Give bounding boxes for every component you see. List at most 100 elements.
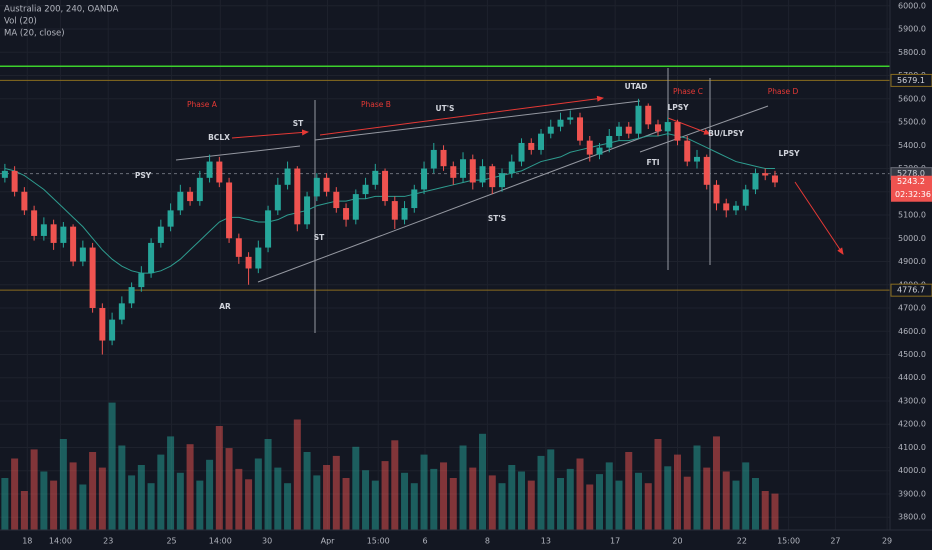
candle-body — [421, 168, 428, 190]
volume-bar — [118, 445, 126, 530]
annotation: FTI — [646, 158, 659, 167]
volume-bar — [625, 452, 633, 530]
volume-bar — [605, 462, 613, 530]
volume-bar — [751, 478, 759, 530]
candle-body — [577, 117, 584, 141]
y-tick-label: 4300.0 — [898, 396, 926, 405]
volume-bar — [40, 471, 48, 530]
volume-bar — [703, 467, 711, 530]
volume-bar — [391, 440, 399, 530]
volume-bar — [537, 455, 545, 530]
arrow — [794, 181, 844, 255]
candle-body — [313, 177, 320, 197]
volume-bar — [274, 467, 282, 530]
candle-body — [732, 205, 739, 211]
candle-body — [528, 142, 535, 150]
x-tick-label: 14:00 — [49, 537, 72, 546]
volume-bar — [527, 480, 535, 530]
volume-bar — [449, 478, 457, 530]
candle-body — [31, 210, 38, 236]
candle-body — [586, 140, 593, 155]
candle-body — [99, 308, 106, 341]
indicator: MA (20, close) — [4, 29, 65, 39]
x-tick-label: 13 — [541, 537, 551, 546]
candle-body — [674, 122, 681, 141]
candle-body — [255, 247, 262, 269]
volume-bar — [293, 419, 301, 530]
y-tick-label: 5800.0 — [898, 48, 926, 57]
volume-bar — [586, 484, 594, 530]
candle-body — [654, 124, 661, 132]
y-tick-label: 4200.0 — [898, 420, 926, 429]
candle-body — [245, 256, 252, 269]
volume-bar — [284, 483, 292, 530]
candle-body — [606, 135, 613, 148]
volume-bar — [693, 445, 701, 530]
volume-bar — [469, 467, 477, 530]
candle-body — [274, 184, 281, 211]
candle-body — [167, 210, 174, 227]
candle-body — [343, 208, 350, 220]
candle-body — [411, 189, 418, 209]
volume-bar — [352, 446, 360, 530]
volume-bar — [225, 448, 233, 530]
volume-bar — [20, 491, 28, 530]
candle-body — [60, 226, 67, 243]
volume-bar — [576, 458, 584, 530]
candle-body — [645, 105, 652, 125]
volume-bar — [420, 454, 428, 530]
x-tick-label: 23 — [103, 537, 113, 546]
grid — [0, 0, 890, 530]
axes: 3800.0 3900.0 4000.0 4100.0 4200.0 4300.0 4400… — [22, 1, 932, 546]
candle-body — [372, 170, 379, 185]
x-tick-label: 22 — [737, 537, 747, 546]
volume-bar — [673, 454, 681, 530]
candle-body — [333, 191, 340, 209]
volume-bar — [323, 465, 331, 530]
x-tick-label: 29 — [882, 537, 892, 546]
candle-body — [294, 168, 301, 225]
candle-body — [771, 175, 778, 183]
y-tick-label: 4100.0 — [898, 443, 926, 452]
candle-body — [391, 201, 398, 220]
volume-bar — [654, 439, 662, 530]
candle-body — [11, 170, 18, 192]
candle-body — [460, 159, 467, 178]
volume-bar — [557, 478, 565, 530]
volume-bar — [50, 480, 58, 530]
x-tick-label: 15:00 — [367, 537, 390, 546]
candle-body — [1, 170, 8, 178]
y-tick-label: 4000.0 — [898, 466, 926, 475]
volume-bar — [89, 452, 97, 530]
candle-body — [440, 149, 447, 167]
trend-line — [257, 129, 663, 283]
volume-bar — [79, 484, 87, 530]
volume-bar — [771, 493, 779, 530]
candle-body — [138, 273, 145, 288]
candle-body — [508, 161, 515, 174]
volume-bar — [235, 468, 243, 530]
annotation: ST'S — [488, 214, 506, 223]
y-tick-label: 5600.0 — [898, 94, 926, 103]
volume-bar — [332, 455, 340, 530]
volume-bar — [664, 466, 672, 530]
volume-bar — [147, 483, 155, 530]
volume-bar — [683, 476, 691, 530]
annotation: UTAD — [625, 82, 648, 91]
y-tick-label: 4900.0 — [898, 257, 926, 266]
volume-bar — [498, 483, 506, 530]
volume-bar — [518, 471, 526, 530]
volume-pane — [1, 402, 779, 530]
price-tag — [890, 73, 932, 87]
candles — [1, 98, 778, 355]
candle-body — [752, 173, 759, 190]
candle-body — [265, 210, 272, 248]
countdown: 02:32:36 — [895, 190, 931, 199]
volume-bar — [137, 465, 145, 530]
candle-body — [518, 142, 525, 162]
candle-body — [187, 191, 194, 202]
volume-bar — [371, 480, 379, 530]
x-tick-label: Apr — [321, 537, 336, 546]
x-tick-label: 17 — [610, 537, 620, 546]
candle-body — [50, 224, 57, 243]
